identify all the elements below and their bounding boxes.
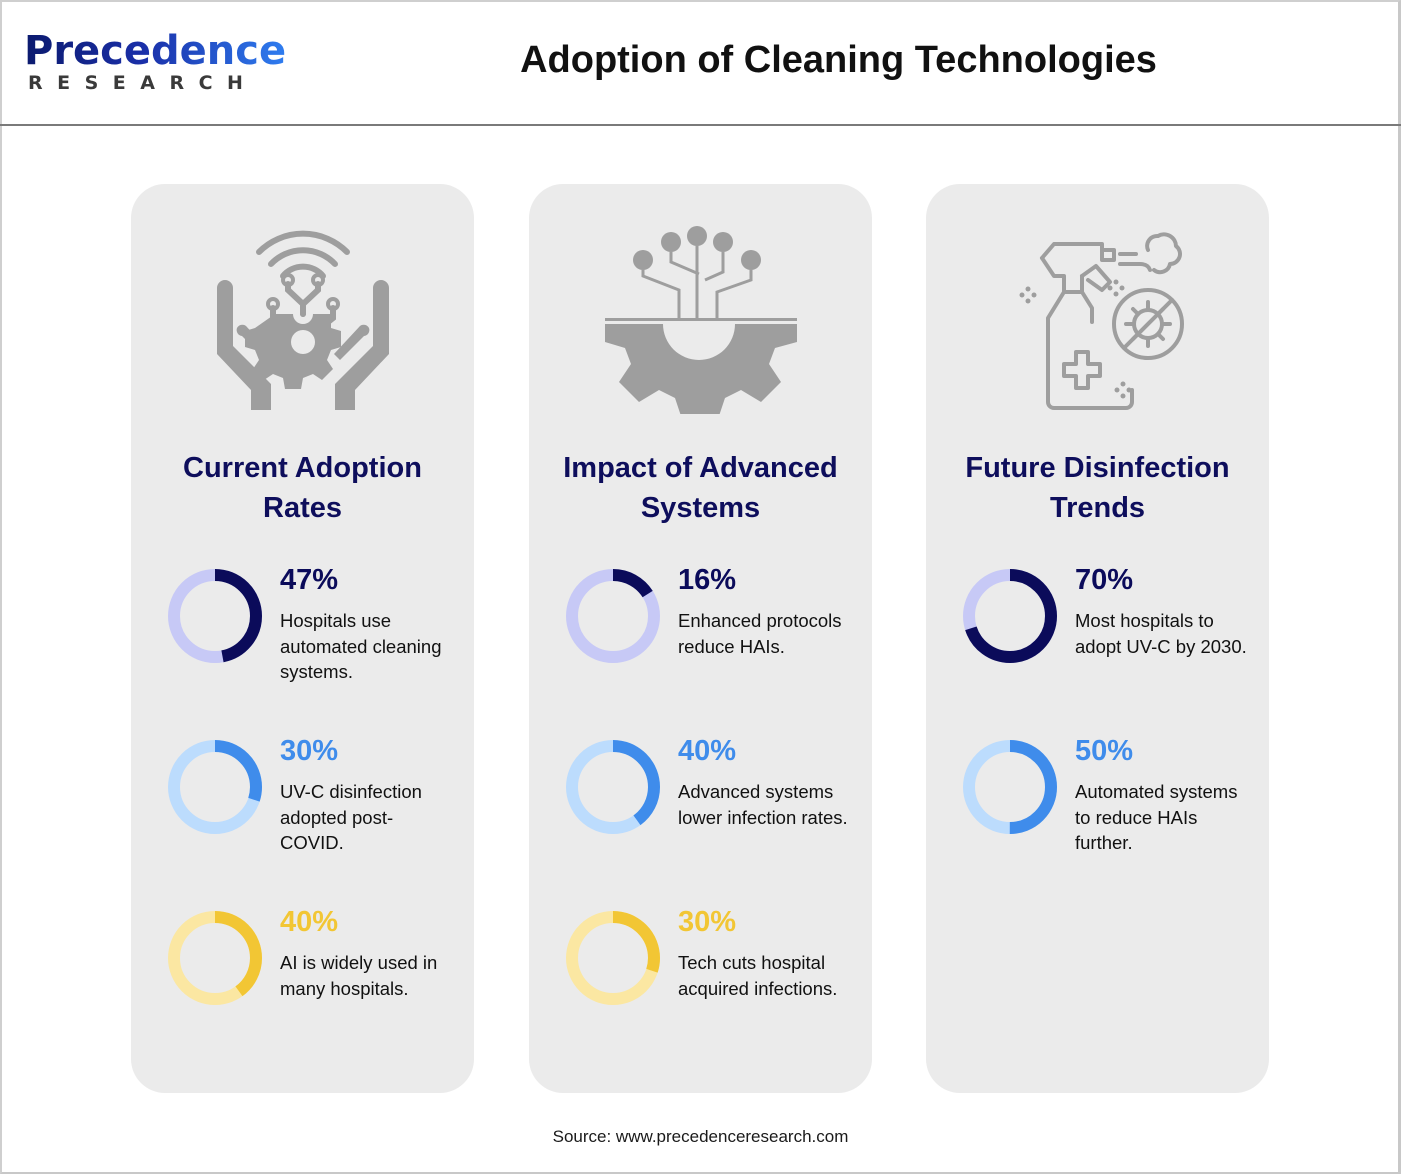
donut-chart-40 <box>566 740 660 834</box>
source-citation: Source: www.precedenceresearch.com <box>552 1127 849 1146</box>
stat-description: Automated systems to reduce HAIs further… <box>1075 781 1238 853</box>
card-impact-of-advanced-systems: Impact of Advanced Systems 16% Enhanced … <box>529 184 872 1093</box>
card-current-adoption-rates: Current Adoption Rates 47% Hospitals use… <box>131 184 474 1093</box>
donut-chart-30 <box>566 911 660 1005</box>
donut-chart-50 <box>963 740 1057 834</box>
precedence-research-logo: Precedence RESEARCH <box>24 28 286 94</box>
logo-subtitle: RESEARCH <box>28 72 258 94</box>
card-title: Impact of Advanced Systems <box>563 452 838 524</box>
header-divider <box>0 124 1401 126</box>
page-title: Adoption of Cleaning Technologies <box>520 39 1157 81</box>
stat-percentage: 40% <box>280 906 339 938</box>
card-title: Future Disinfection Trends <box>965 452 1230 524</box>
hands-gear-wifi-icon <box>203 214 403 414</box>
donut-chart-47 <box>168 569 262 663</box>
stat-item: 30% Tech cuts hospital acquired infectio… <box>565 906 865 1060</box>
donut-chart-30 <box>168 740 262 834</box>
header: Precedence RESEARCH Adoption of Cleaning… <box>0 0 1401 126</box>
gear-circuit-tree-icon <box>601 214 801 416</box>
logo-wordmark: Precedence <box>24 28 287 74</box>
donut-chart-40 <box>168 911 262 1005</box>
card-future-disinfection-trends: Future Disinfection Trends 70% Most hosp… <box>926 184 1269 1093</box>
stat-percentage: 16% <box>678 564 737 596</box>
stat-item: 40% AI is widely used in many hospitals. <box>167 906 467 1060</box>
card-title: Current Adoption Rates <box>183 452 422 524</box>
stat-item: 40% Advanced systems lower infection rat… <box>565 735 865 889</box>
stat-item: 70% Most hospitals to adopt UV-C by 2030… <box>962 564 1262 718</box>
stat-item: 16% Enhanced protocols reduce HAIs. <box>565 564 865 718</box>
stat-item: 47% Hospitals use automated cleaning sys… <box>167 564 467 718</box>
stat-percentage: 30% <box>678 906 737 938</box>
stat-description: UV-C disinfection adopted post-COVID. <box>280 781 422 853</box>
stat-description: Advanced systems lower infection rates. <box>678 781 848 828</box>
stat-percentage: 50% <box>1075 735 1134 767</box>
stat-description: Hospitals use automated cleaning systems… <box>280 610 442 682</box>
stat-item: 50% Automated systems to reduce HAIs fur… <box>962 735 1262 889</box>
stat-percentage: 70% <box>1075 564 1134 596</box>
stat-description: Tech cuts hospital acquired infections. <box>678 952 838 999</box>
stat-description: Most hospitals to adopt UV-C by 2030. <box>1075 610 1247 657</box>
stat-description: Enhanced protocols reduce HAIs. <box>678 610 842 657</box>
stat-description: AI is widely used in many hospitals. <box>280 952 438 999</box>
donut-chart-70 <box>963 569 1057 663</box>
stat-percentage: 47% <box>280 564 339 596</box>
donut-chart-16 <box>566 569 660 663</box>
stat-percentage: 40% <box>678 735 737 767</box>
stat-item: 30% UV-C disinfection adopted post-COVID… <box>167 735 467 889</box>
stat-percentage: 30% <box>280 735 339 767</box>
spray-bottle-virus-icon <box>998 214 1198 414</box>
